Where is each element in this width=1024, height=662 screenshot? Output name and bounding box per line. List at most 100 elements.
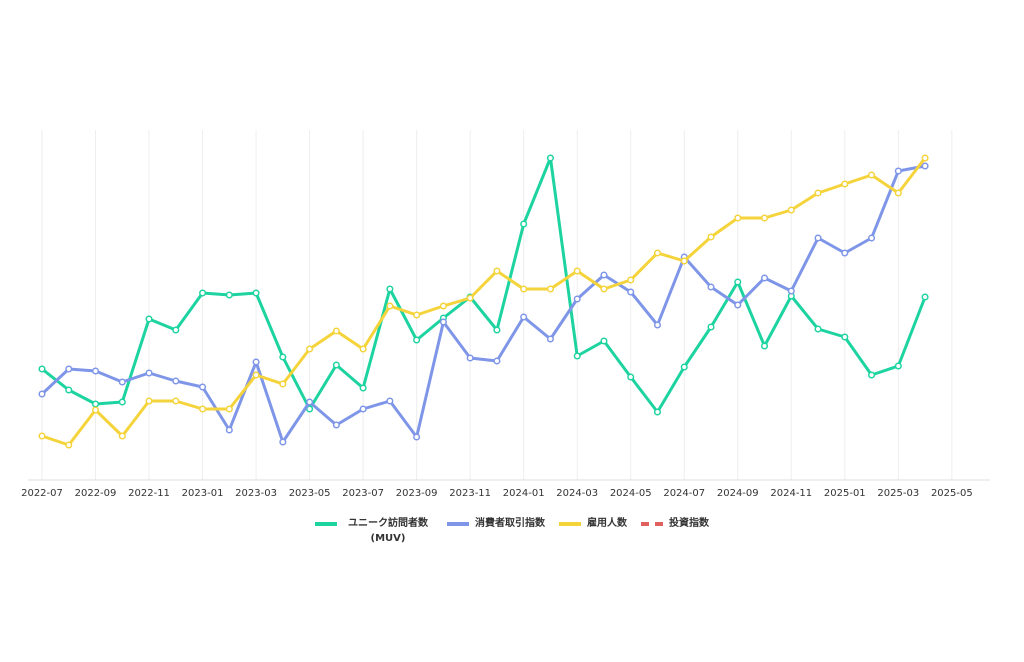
series-line	[40, 164, 926, 444]
point	[546, 154, 554, 162]
point	[225, 405, 233, 413]
point	[386, 397, 394, 405]
point	[760, 342, 769, 350]
point	[787, 206, 795, 214]
x-tick-label: 2024-11	[770, 488, 812, 499]
point	[707, 323, 715, 331]
legend-item[interactable]: 消費者取引指数	[447, 516, 545, 531]
point	[653, 249, 662, 257]
x-tick-label: 2023-07	[342, 488, 384, 499]
legend-label: 雇用人数	[587, 518, 627, 529]
point	[841, 333, 849, 341]
x-tick-label: 2025-03	[877, 488, 919, 499]
x-tick-label: 2024-03	[556, 488, 598, 499]
point	[306, 405, 314, 413]
legend-swatch	[315, 522, 337, 526]
legend-item[interactable]: 雇用人数	[559, 516, 627, 531]
point	[546, 285, 554, 293]
x-tick-label: 2023-11	[449, 488, 491, 499]
point	[118, 398, 126, 406]
point	[760, 214, 769, 222]
point	[91, 367, 100, 375]
point	[199, 383, 207, 391]
point	[894, 167, 902, 175]
x-tick-label: 2023-01	[182, 488, 224, 499]
point	[573, 295, 581, 303]
legend-swatch	[559, 522, 581, 526]
point	[814, 234, 822, 242]
point	[734, 278, 742, 286]
point	[680, 363, 688, 371]
legend-label: 消費者取引指数	[475, 518, 545, 529]
point	[707, 283, 715, 291]
point	[814, 325, 822, 333]
point	[332, 421, 340, 429]
point	[413, 336, 421, 344]
point	[439, 318, 447, 326]
legend-label: 投資指数	[669, 518, 709, 529]
point	[118, 378, 126, 386]
point	[921, 154, 929, 162]
x-tick-label: 2022-09	[75, 488, 117, 499]
point	[546, 335, 554, 343]
point	[65, 441, 73, 449]
point	[279, 438, 287, 446]
point	[306, 398, 314, 406]
point	[359, 384, 367, 392]
series-line	[41, 157, 927, 447]
point	[868, 371, 876, 379]
point	[627, 276, 635, 284]
point	[841, 180, 849, 188]
x-tick-label: 2024-07	[663, 488, 705, 499]
point	[439, 302, 447, 310]
point	[172, 377, 180, 385]
point	[359, 345, 367, 353]
point	[413, 311, 421, 319]
point	[38, 390, 46, 398]
x-tick-label: 2022-07	[21, 488, 63, 499]
point	[841, 249, 849, 257]
point	[38, 432, 46, 440]
point	[252, 358, 260, 366]
x-tick-label: 2024-05	[610, 488, 652, 499]
point	[814, 189, 822, 197]
point	[868, 234, 876, 242]
point	[145, 397, 153, 405]
point	[279, 380, 287, 388]
point	[332, 361, 340, 369]
point	[734, 214, 742, 222]
point	[199, 405, 207, 413]
point	[520, 313, 528, 321]
legend-item[interactable]: 投資指数	[641, 516, 709, 531]
point	[359, 405, 367, 413]
point	[600, 337, 608, 345]
point	[573, 352, 581, 360]
point	[627, 288, 635, 296]
point	[627, 373, 635, 381]
point	[38, 365, 46, 373]
point	[493, 357, 501, 365]
point	[118, 432, 126, 440]
x-tick-label: 2023-09	[396, 488, 438, 499]
point	[600, 285, 608, 293]
point	[65, 365, 73, 373]
point	[145, 369, 153, 377]
point	[91, 406, 100, 414]
point	[894, 189, 902, 197]
x-tick-label: 2022-11	[128, 488, 170, 499]
point	[707, 233, 715, 241]
point	[680, 257, 688, 265]
point	[306, 345, 314, 353]
x-tick-label: 2023-05	[289, 488, 331, 499]
legend-item[interactable]: ユニーク訪問者数 (MUV)	[315, 516, 433, 546]
point	[91, 400, 100, 408]
point	[413, 433, 421, 441]
point	[172, 397, 180, 405]
point	[921, 293, 929, 301]
point	[493, 326, 501, 334]
legend: ユニーク訪問者数 (MUV) 消費者取引指数 雇用人数 投資指数	[0, 516, 1024, 546]
point	[760, 274, 769, 282]
point	[653, 408, 662, 416]
